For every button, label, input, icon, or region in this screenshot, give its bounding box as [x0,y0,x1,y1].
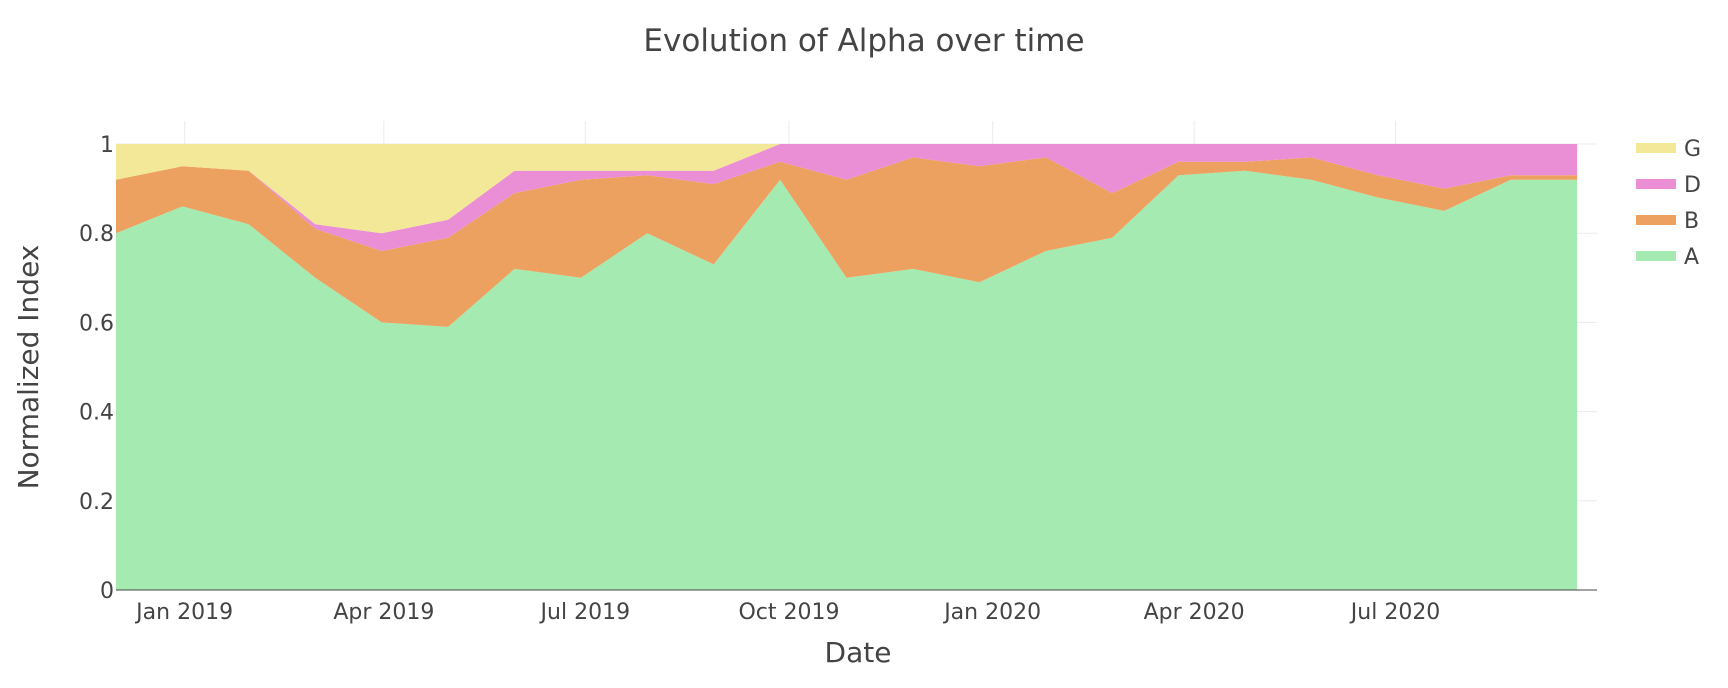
legend-item-d[interactable]: D [1636,173,1701,198]
y-tick-label: 0.2 [79,490,114,515]
x-tick-label: Apr 2020 [1144,600,1245,625]
y-tick-label: 0.4 [79,401,114,426]
area-series-d[interactable] [116,144,1578,251]
y-tick-label: 0 [100,579,114,604]
chart-title: Evolution of Alpha over time [643,23,1084,59]
axis-ticks: 0 0.2 0.4 0.6 0.8 1 Jan 2019 Apr 2019 Jul 2019 Oc… [79,133,1440,625]
y-tick-label: 1 [100,133,114,158]
legend-label: D [1684,173,1701,198]
legend-item-a[interactable]: A [1636,245,1699,270]
legend-label: B [1684,209,1699,234]
area-series-b[interactable] [116,157,1578,327]
legend-swatch [1636,215,1676,225]
x-tick-label: Jul 2019 [539,600,631,625]
x-axis-title: Date [825,636,892,669]
x-tick-label: Apr 2019 [333,600,434,625]
x-tick-label: Jan 2019 [134,600,233,625]
legend-swatch [1636,179,1676,189]
legend-swatch [1636,143,1676,153]
plot-areas [116,144,1597,591]
legend-item-b[interactable]: B [1636,209,1699,234]
legend-label: A [1684,245,1699,270]
legend-swatch [1636,251,1676,261]
y-tick-label: 0.6 [79,311,114,336]
y-axis-title: Normalized Index [12,245,45,490]
y-tick-label: 0.8 [79,222,114,247]
legend-item-g[interactable]: G [1636,137,1701,162]
x-tick-label: Oct 2019 [738,600,839,625]
x-tick-label: Jul 2020 [1349,600,1441,625]
area-series-a[interactable] [116,170,1578,591]
legend-label: G [1684,137,1701,162]
area-series-g[interactable] [116,144,1578,234]
x-tick-label: Jan 2020 [942,600,1041,625]
